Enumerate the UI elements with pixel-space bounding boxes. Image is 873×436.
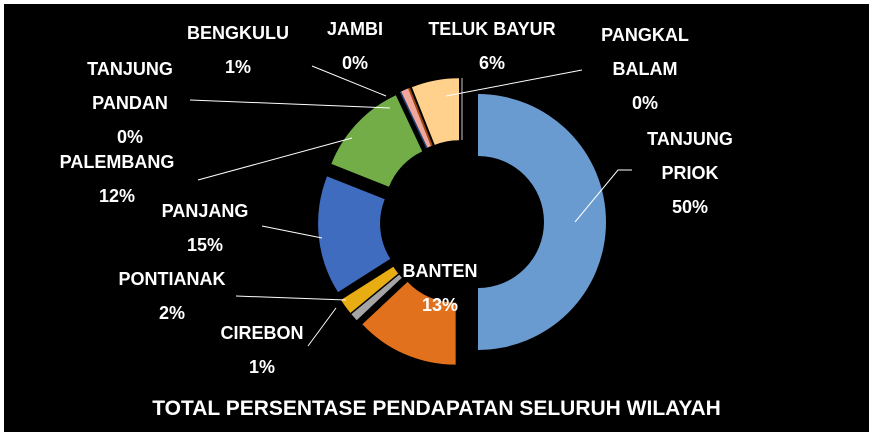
category-label: PANJANG [161, 201, 249, 221]
category-label: TANJUNG PANDAN [87, 59, 173, 113]
donut-segment [318, 176, 391, 293]
value-label: 0% [116, 127, 143, 147]
data-label: BANTEN 13% [380, 254, 500, 322]
category-label: JAMBI [326, 19, 383, 39]
data-label: PANJANG 15% [145, 194, 265, 262]
leader-line [189, 99, 391, 109]
donut-segment [362, 281, 456, 365]
value-label: 50% [671, 197, 709, 217]
category-label: PONTIANAK [118, 269, 226, 289]
leader-line [197, 137, 353, 181]
data-label: CIREBON 1% [207, 316, 317, 384]
leader-line [311, 65, 387, 97]
category-label: PANGKAL BALAM [601, 25, 689, 79]
donut-segment [351, 274, 402, 321]
value-label: 15% [186, 235, 224, 255]
category-label: BANTEN [402, 261, 478, 281]
data-label: PANGKAL BALAM 0% [585, 18, 705, 120]
value-label: 0% [341, 53, 368, 73]
data-label: JAMBI 0% [315, 12, 395, 80]
category-label: BENGKULU [187, 23, 289, 43]
donut-segment [411, 78, 460, 145]
category-label: PALEMBANG [59, 152, 175, 172]
data-label: PONTIANAK 2% [102, 262, 242, 330]
data-label: BENGKULU 1% [178, 16, 298, 84]
data-label: TANJUNG PRIOK 50% [630, 122, 750, 224]
leader-line [307, 307, 337, 347]
donut-segment [340, 266, 399, 313]
donut-segment [401, 88, 432, 148]
category-label: TELUK BAYUR [428, 19, 556, 39]
category-label: TANJUNG PRIOK [647, 129, 733, 183]
value-label: 13% [421, 295, 459, 315]
category-label: CIREBON [220, 323, 304, 343]
chart-title: TOTAL PERSENTASE PENDAPATAN SELURUH WILA… [152, 397, 721, 420]
leader-line [574, 169, 632, 223]
value-label: 1% [248, 357, 275, 377]
value-label: 6% [478, 53, 505, 73]
data-label: TANJUNG PANDAN 0% [70, 52, 190, 154]
donut-segment [478, 94, 606, 350]
donut-segment [399, 91, 428, 149]
leader-line [445, 69, 583, 97]
donut-segment [408, 87, 433, 147]
value-label: 2% [158, 303, 185, 323]
leader-line [261, 225, 323, 239]
data-label: PALEMBANG 12% [42, 145, 192, 213]
value-label: 1% [224, 57, 251, 77]
data-label: TELUK BAYUR 6% [412, 12, 572, 80]
value-label: 0% [631, 93, 658, 113]
donut-segment [331, 95, 423, 187]
value-label: 12% [98, 186, 136, 206]
leader-line [235, 295, 347, 301]
